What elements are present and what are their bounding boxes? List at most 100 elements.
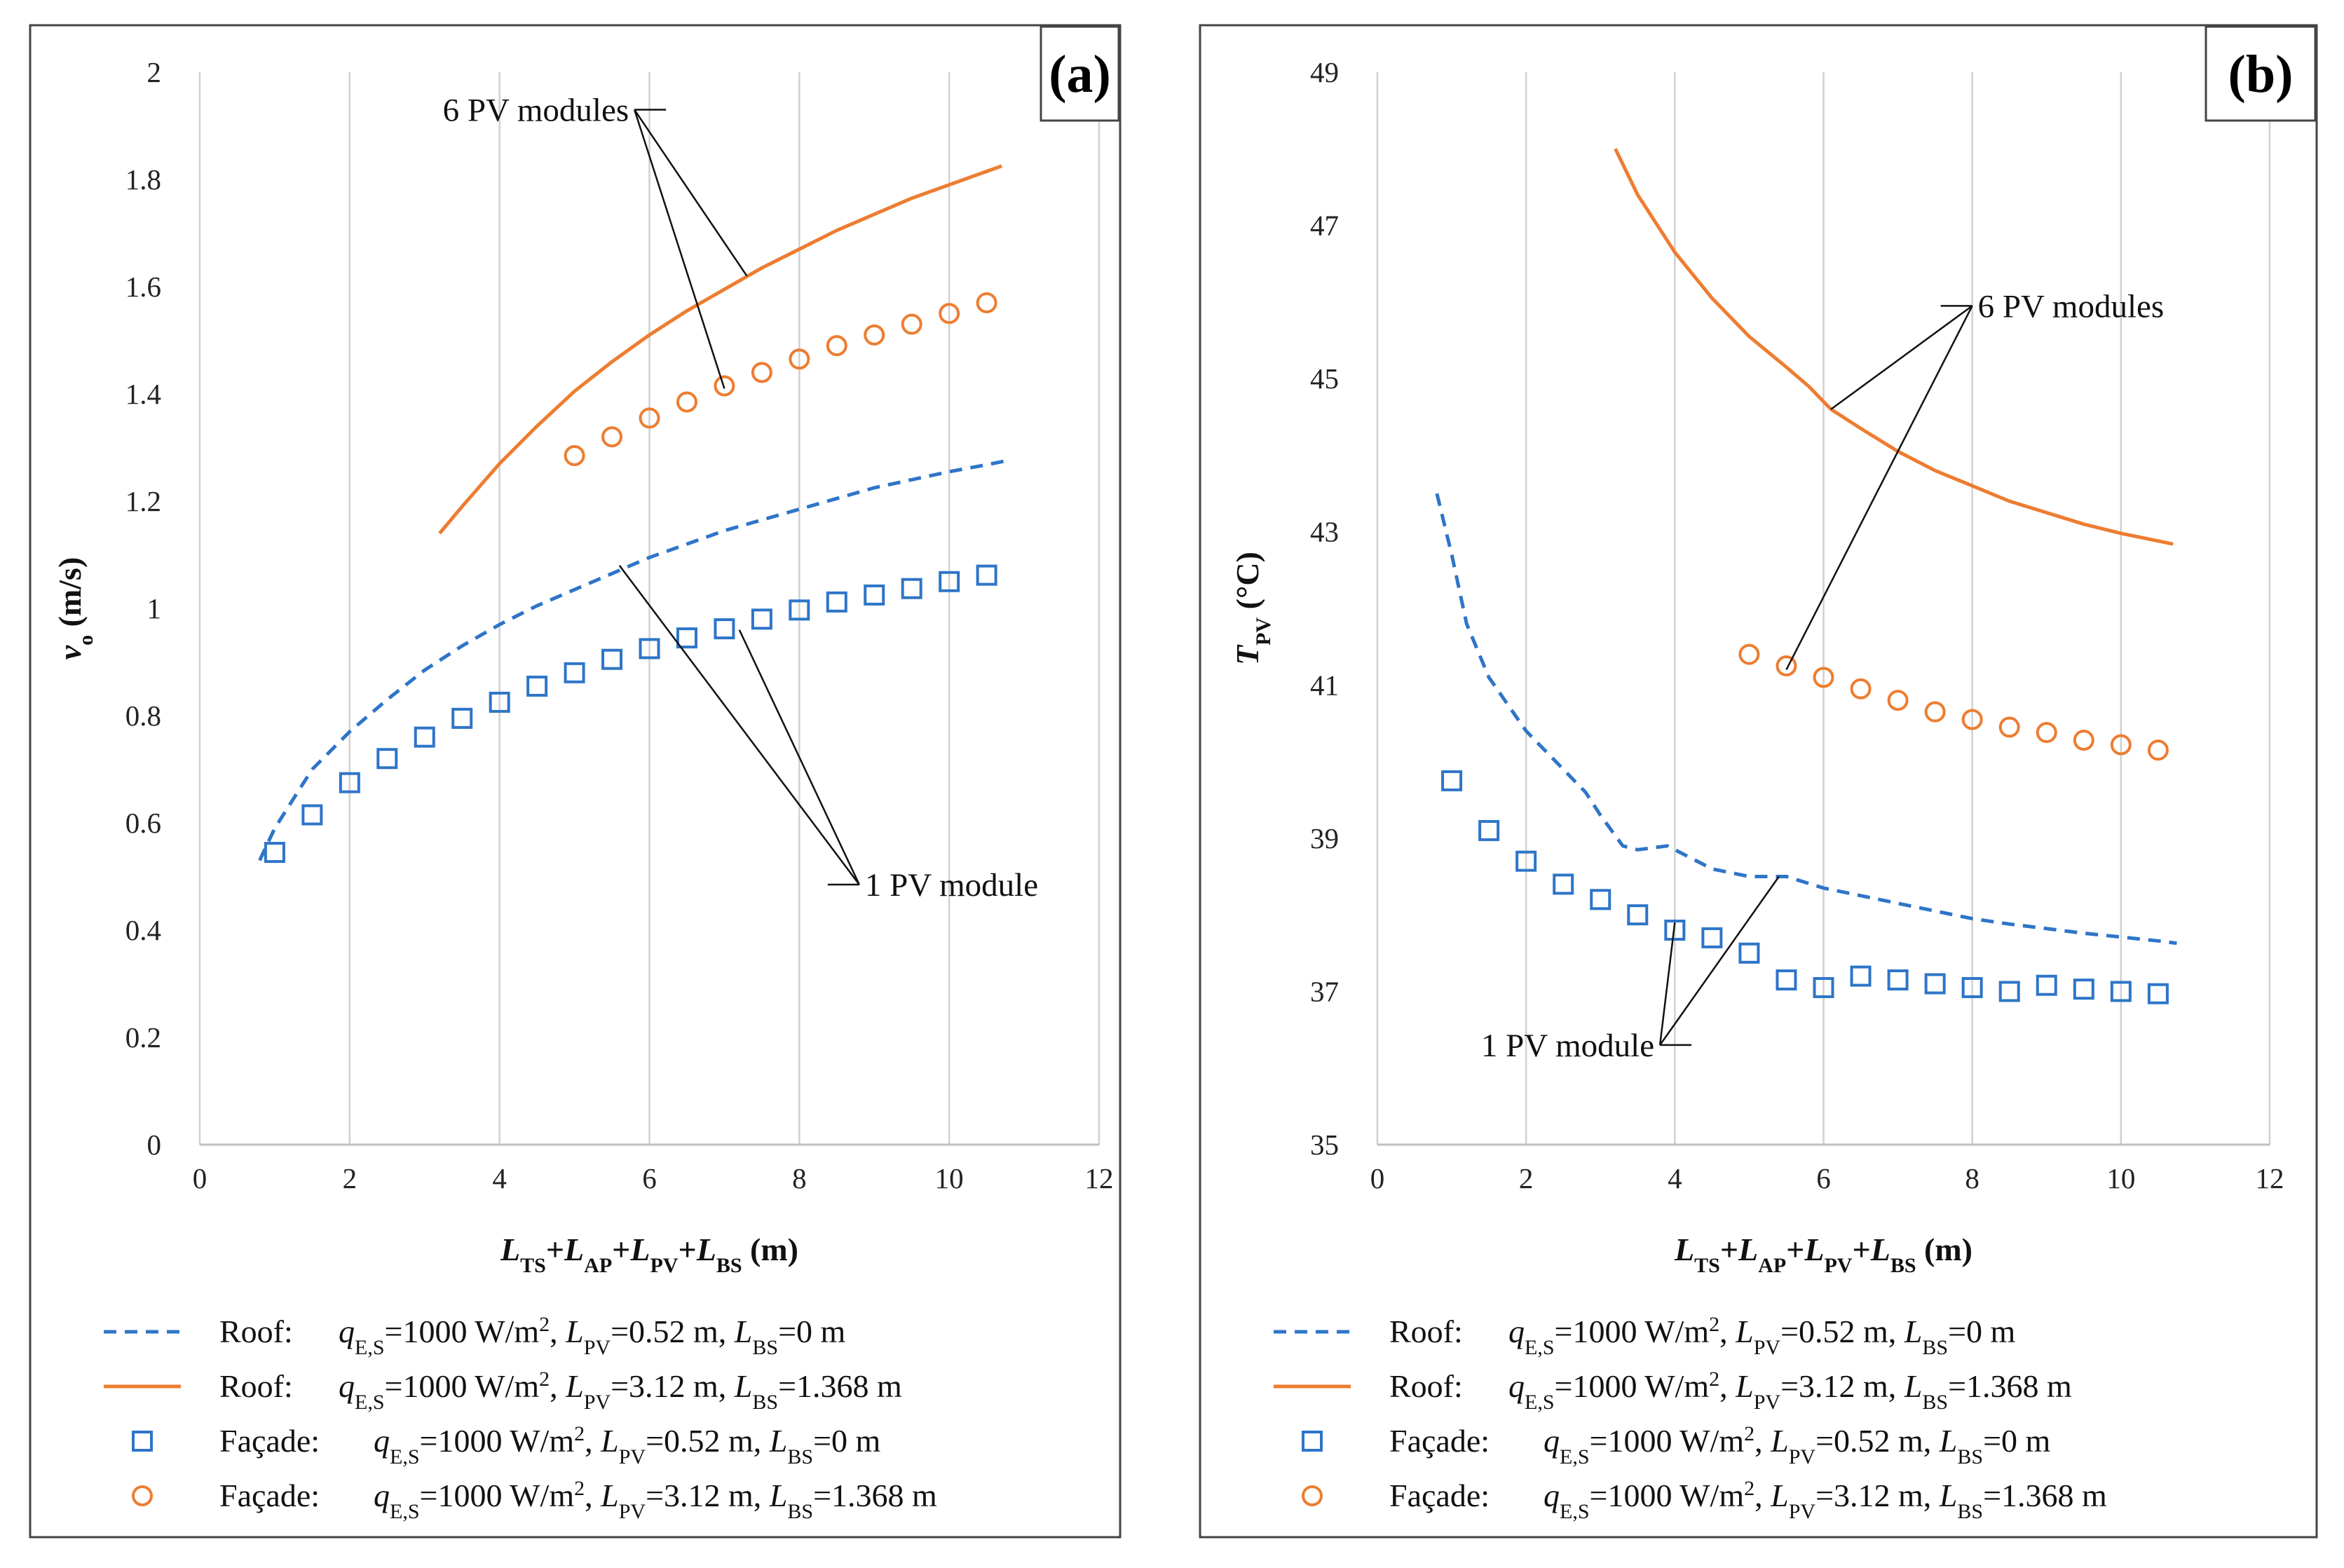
legend-run: L — [769, 1478, 788, 1513]
x-tick-label: 0 — [1370, 1162, 1385, 1194]
x-tick-label: 10 — [2106, 1162, 2135, 1194]
legend-run: L — [1735, 1314, 1754, 1349]
legend-circle-symbol — [1302, 1485, 1323, 1506]
panel-label-box — [1040, 25, 1120, 122]
legend-run: q — [1544, 1478, 1560, 1513]
legend-prefix: Roof: — [219, 1368, 293, 1404]
series-facade-1-module-point — [976, 564, 997, 586]
chart-panel-b: 0 2 4 6 8 10 123537394143454749LTS+LAP+LPV+LBS… — [1199, 24, 2318, 1539]
legend-run: E,S — [1560, 1445, 1590, 1468]
legend-run: 2 — [539, 1313, 550, 1336]
legend-run: E,S — [390, 1500, 420, 1523]
legend-run: , — [754, 1423, 770, 1459]
legend-run: , — [718, 1314, 735, 1349]
series-facade-6-modules-point — [1738, 643, 1760, 665]
legend-run: BS — [787, 1445, 813, 1468]
text-run: v — [52, 645, 88, 660]
legend-run: L — [1735, 1368, 1754, 1404]
series-facade-6-modules-point — [1887, 690, 1909, 711]
series-facade-1-module-point — [2110, 981, 2132, 1002]
series-facade-1-module-point — [639, 638, 660, 660]
legend-run: = — [813, 1423, 831, 1459]
legend-item: Roof: qE,S=1000 W/m2, LPV=3.12 m, LBS=1.3… — [104, 1368, 902, 1414]
legend-run: 2 — [1744, 1477, 1754, 1500]
legend-prefix: Façade: — [1389, 1478, 1490, 1513]
annotation-leader — [1785, 305, 1973, 670]
text-run: TS — [1694, 1254, 1720, 1277]
text-run: PV — [1252, 618, 1275, 646]
legend-run: L — [565, 1314, 584, 1349]
legend-run: L — [1770, 1478, 1789, 1513]
legend-run: , — [550, 1368, 566, 1404]
series-facade-6-modules-point — [826, 335, 847, 357]
text-run: TS — [520, 1254, 546, 1277]
legend-run: 1.368 m — [1966, 1368, 2072, 1404]
legend-run: =1000 W/m — [1555, 1368, 1710, 1404]
legend-run: BS — [752, 1391, 778, 1414]
legend-text: qE,S=1000 W/m2, LPV=3.12 m, LBS=1.368 m — [339, 1368, 902, 1414]
x-axis-title: LTS+LAP+LPV+LBS (m) — [500, 1232, 798, 1277]
legend-run: = — [1780, 1314, 1799, 1349]
series-facade-1-module-point — [1664, 920, 1686, 941]
legend-item: Façade: qE,S=1000 W/m2, LPV=0.52 m, LBS=0… — [1302, 1422, 2051, 1468]
series-facade-1-module-point — [1627, 904, 1649, 926]
legend-run: L — [1939, 1478, 1958, 1513]
legend-run: E,S — [355, 1391, 385, 1414]
y-tick-label: 41 — [1310, 669, 1339, 701]
text-run: L — [1870, 1232, 1890, 1267]
legend-run: = — [611, 1314, 629, 1349]
series-facade-1-module-point — [526, 675, 548, 697]
legend-run: 3.12 m — [1799, 1368, 1888, 1404]
x-tick-label: 6 — [642, 1162, 657, 1194]
series-facade-6-modules-point — [714, 375, 735, 397]
series-roof-1-module-line — [258, 459, 1006, 861]
legend-run: =1000 W/m — [420, 1478, 575, 1513]
legend-run: = — [1780, 1368, 1799, 1404]
y-tick-label: 0.8 — [125, 700, 161, 732]
series-facade-1-module-point — [2147, 983, 2169, 1004]
series-facade-6-modules-point — [1924, 701, 1946, 723]
series-facade-1-module-point — [2073, 979, 2094, 1000]
legend-run: PV — [1789, 1500, 1816, 1523]
legend-run: , — [1923, 1478, 1940, 1513]
legend-run: =1000 W/m — [385, 1314, 540, 1349]
series-facade-1-module-point — [714, 618, 735, 640]
legend-run: PV — [1754, 1391, 1781, 1414]
series-facade-1-module-point — [864, 584, 885, 606]
legend-run: , — [1923, 1423, 1940, 1459]
legend-text: qE,S=1000 W/m2, LPV=3.12 m, LBS=1.368 m — [1544, 1477, 2107, 1523]
legend-run: BS — [1922, 1391, 1948, 1414]
legend-run: BS — [1957, 1445, 1983, 1468]
series-facade-6-modules-point — [751, 362, 772, 383]
series-roof-6-modules-line — [1614, 148, 2174, 546]
legend-run: L — [600, 1478, 619, 1513]
legend-run: = — [1815, 1423, 1834, 1459]
legend-run: , — [754, 1478, 770, 1513]
panel-label: (a) — [1049, 45, 1111, 104]
series-facade-1-module-point — [451, 707, 473, 729]
annotation-leader — [1830, 305, 1973, 410]
legend-run: PV — [619, 1500, 646, 1523]
series-facade-1-module-point — [376, 748, 398, 770]
legend-prefix: Roof: — [219, 1314, 293, 1349]
annotation-leader — [1659, 875, 1780, 1046]
series-facade-1-module-point — [601, 648, 623, 670]
series-facade-1-module-point — [751, 608, 772, 630]
x-tick-label: 8 — [1965, 1162, 1980, 1194]
text-run: L — [500, 1232, 520, 1267]
legend-prefix: Façade: — [219, 1423, 320, 1459]
x-tick-label: 6 — [1816, 1162, 1831, 1194]
legend-run: PV — [619, 1445, 646, 1468]
legend-run: PV — [1789, 1445, 1816, 1468]
legend-item: Façade: qE,S=1000 W/m2, LPV=0.52 m, LBS=0… — [132, 1422, 881, 1468]
legend-run: L — [734, 1314, 753, 1349]
legend-run: q — [1508, 1368, 1525, 1404]
series-facade-6-modules-point — [1813, 667, 1834, 688]
legend-run: 2 — [574, 1422, 585, 1445]
legend-run: L — [1939, 1423, 1958, 1459]
series-facade-1-module-point — [1738, 942, 1760, 964]
x-tick-label: 8 — [792, 1162, 807, 1194]
series-facade-6-modules-point — [2147, 739, 2169, 761]
text-run: + — [1852, 1232, 1870, 1267]
